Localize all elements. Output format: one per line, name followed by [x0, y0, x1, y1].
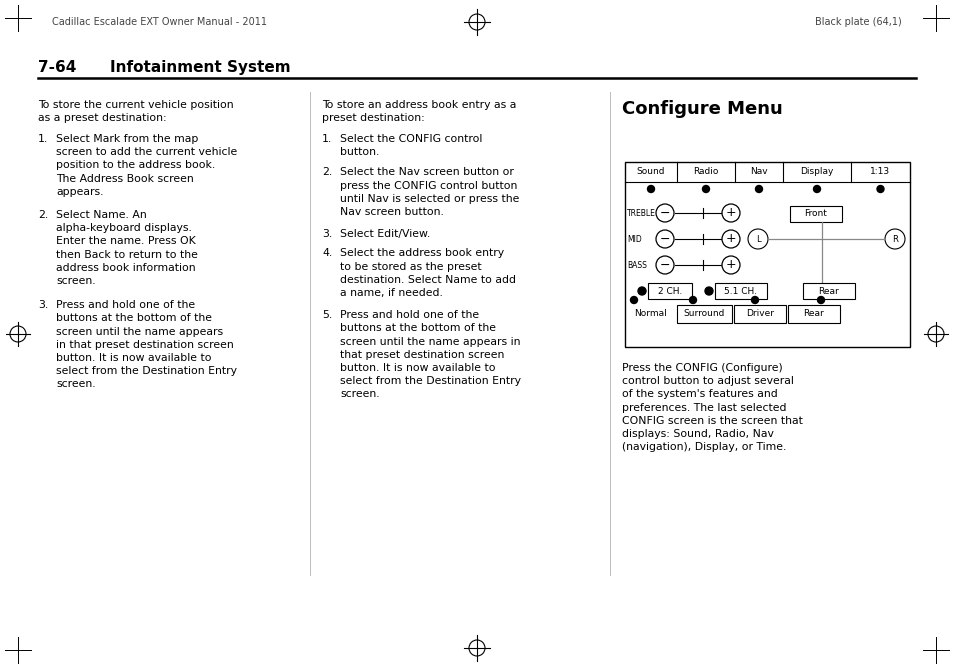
Text: +: + — [725, 206, 736, 220]
Text: Sound: Sound — [636, 168, 664, 176]
Text: Select the CONFIG control
button.: Select the CONFIG control button. — [339, 134, 482, 157]
Bar — [677, 305, 731, 323]
Text: TREBLE: TREBLE — [626, 208, 655, 218]
Text: Rear: Rear — [818, 287, 839, 295]
Text: Press and hold one of the
buttons at the bottom of the
screen until the name app: Press and hold one of the buttons at the… — [56, 300, 236, 389]
Circle shape — [701, 186, 709, 192]
Circle shape — [638, 287, 645, 295]
Text: To store the current vehicle position
as a preset destination:: To store the current vehicle position as… — [38, 100, 233, 123]
Text: 1:13: 1:13 — [869, 168, 890, 176]
Text: 4.: 4. — [322, 248, 332, 259]
Text: Press the CONFIG (Configure)
control button to adjust several
of the system's fe: Press the CONFIG (Configure) control but… — [621, 363, 802, 452]
Text: 7-64: 7-64 — [38, 60, 76, 75]
Text: Driver: Driver — [745, 309, 773, 319]
Text: 2.: 2. — [322, 168, 332, 178]
Text: Cadillac Escalade EXT Owner Manual - 2011: Cadillac Escalade EXT Owner Manual - 201… — [52, 17, 267, 27]
Text: 1.: 1. — [38, 134, 49, 144]
Circle shape — [630, 297, 637, 303]
Text: 2.: 2. — [38, 210, 49, 220]
Text: Select Edit/View.: Select Edit/View. — [339, 229, 430, 239]
Circle shape — [813, 186, 820, 192]
Bar — [714, 283, 766, 299]
Text: Configure Menu: Configure Menu — [621, 100, 781, 118]
Text: MID: MID — [626, 234, 641, 244]
Circle shape — [751, 297, 758, 303]
Bar — [624, 162, 909, 347]
Circle shape — [755, 186, 761, 192]
Text: 5.1 CH.: 5.1 CH. — [723, 287, 757, 295]
Text: 3.: 3. — [38, 300, 49, 310]
Text: Surround: Surround — [683, 309, 724, 319]
Text: 5.: 5. — [322, 310, 332, 320]
Bar — [789, 206, 841, 222]
Text: 2 CH.: 2 CH. — [658, 287, 681, 295]
Text: R: R — [891, 234, 897, 244]
Bar — [647, 283, 691, 299]
Text: −: − — [659, 259, 670, 271]
Text: Normal: Normal — [634, 309, 666, 319]
Bar — [733, 305, 785, 323]
Text: −: − — [659, 232, 670, 246]
Text: BASS: BASS — [626, 261, 646, 269]
Text: +: + — [725, 232, 736, 246]
Text: Display: Display — [800, 168, 833, 176]
Text: +: + — [725, 259, 736, 271]
Text: Infotainment System: Infotainment System — [110, 60, 291, 75]
Bar — [787, 305, 840, 323]
Text: 1.: 1. — [322, 134, 332, 144]
Text: Select Mark from the map
screen to add the current vehicle
position to the addre: Select Mark from the map screen to add t… — [56, 134, 237, 197]
Text: L: L — [755, 234, 760, 244]
Circle shape — [876, 186, 883, 192]
Text: −: − — [659, 206, 670, 220]
Text: Nav: Nav — [749, 168, 767, 176]
Text: Select the address book entry
to be stored as the preset
destination. Select Nam: Select the address book entry to be stor… — [339, 248, 516, 298]
Text: Press and hold one of the
buttons at the bottom of the
screen until the name app: Press and hold one of the buttons at the… — [339, 310, 520, 399]
Text: Radio: Radio — [693, 168, 718, 176]
Text: Select Name. An
alpha-keyboard displays.
Enter the name. Press OK
then Back to r: Select Name. An alpha-keyboard displays.… — [56, 210, 197, 286]
Text: Select the Nav screen button or
press the CONFIG control button
until Nav is sel: Select the Nav screen button or press th… — [339, 168, 518, 217]
Bar — [802, 283, 854, 299]
Circle shape — [817, 297, 823, 303]
Text: Front: Front — [803, 210, 826, 218]
Text: Rear: Rear — [802, 309, 823, 319]
Circle shape — [704, 287, 712, 295]
Circle shape — [647, 186, 654, 192]
Circle shape — [689, 297, 696, 303]
Text: 3.: 3. — [322, 229, 332, 239]
Text: To store an address book entry as a
preset destination:: To store an address book entry as a pres… — [322, 100, 516, 123]
Text: Black plate (64,1): Black plate (64,1) — [815, 17, 901, 27]
